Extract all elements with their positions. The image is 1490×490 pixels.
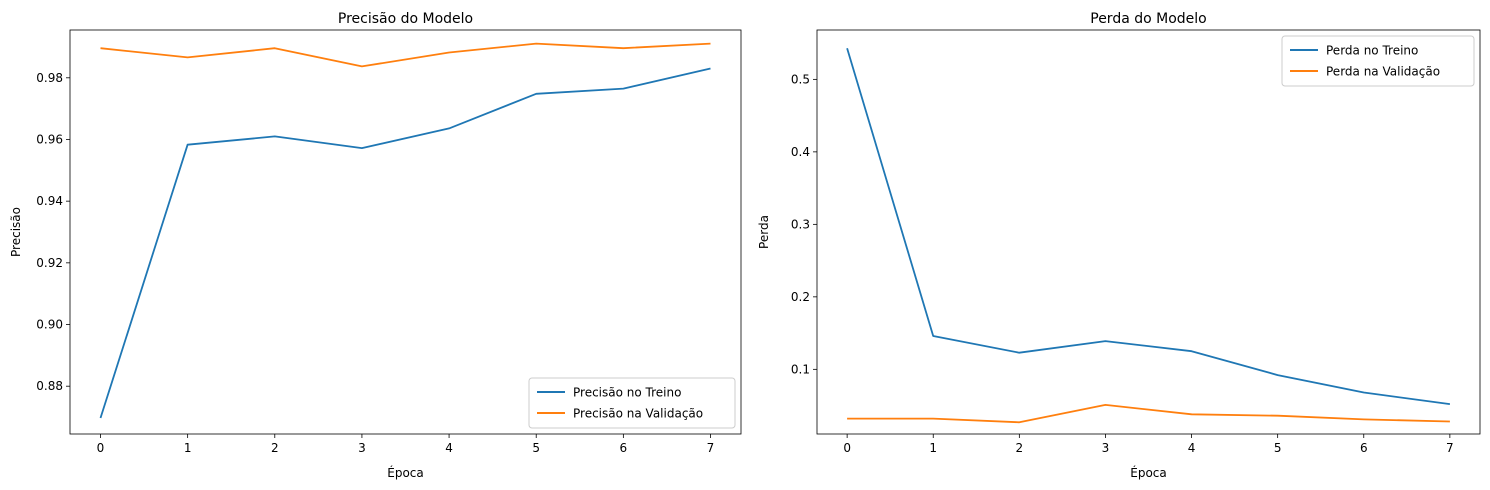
chart-title: Precisão do Modelo <box>338 11 473 27</box>
y-tick-label: 0.98 <box>36 71 63 85</box>
y-tick-label: 0.88 <box>36 379 63 393</box>
y-tick-label: 0.4 <box>791 145 810 159</box>
x-tick-label: 1 <box>184 441 192 455</box>
y-tick-label: 0.90 <box>36 318 63 332</box>
chart-1: Precisão do Modelo 0 1 2 3 4 5 6 7 0.88 0.90 0.92 0.… <box>9 11 742 480</box>
x-tick-label: 1 <box>929 441 937 455</box>
y-tick-label: 0.2 <box>791 290 810 304</box>
legend: Perda no Treino Perda na Validação <box>1281 35 1475 87</box>
x-tick-label: 5 <box>532 441 540 455</box>
x-tick-label: 0 <box>843 441 851 455</box>
x-tick-label: 5 <box>1274 441 1282 455</box>
x-tick-label: 0 <box>97 441 105 455</box>
legend-label: Precisão no Treino <box>573 386 681 400</box>
series-line-2 <box>847 403 1450 424</box>
x-tick-label: 2 <box>1016 441 1024 455</box>
x-tick-label: 7 <box>707 441 715 455</box>
legend-label: Precisão na Validação <box>573 407 703 421</box>
x-tick-label: 6 <box>620 441 628 455</box>
legend-label: Perda no Treino <box>1326 44 1418 58</box>
y-tick-label: 0.3 <box>791 217 810 231</box>
y-tick-label: 0.1 <box>791 362 810 376</box>
plot-frame <box>816 29 1481 435</box>
legend-box <box>528 377 736 429</box>
series-line-1 <box>846 47 1451 405</box>
x-tick-label: 6 <box>1360 441 1368 455</box>
legend: Precisão no Treino Precisão na Validação <box>528 377 736 429</box>
x-axis-label: Época <box>1130 465 1167 480</box>
series-line-1 <box>99 67 711 419</box>
legend-box <box>1281 35 1475 87</box>
chart-2: Perda do Modelo 0 1 2 3 4 5 6 7 0.1 0.2 0.3 0.4 0.5 Ép… <box>757 11 1481 480</box>
x-tick-label: 2 <box>271 441 279 455</box>
x-tick-label: 7 <box>1446 441 1454 455</box>
y-tick-label: 0.96 <box>36 132 63 146</box>
x-tick-label: 4 <box>445 441 453 455</box>
x-tick-label: 3 <box>1102 441 1110 455</box>
plot-frame <box>69 29 742 435</box>
y-axis-label: Precisão <box>9 207 23 257</box>
y-tick-label: 0.94 <box>36 194 63 208</box>
x-axis-label: Época <box>387 465 424 480</box>
x-tick-label: 3 <box>358 441 366 455</box>
y-tick-label: 0.92 <box>36 256 63 270</box>
series-line-2 <box>100 42 711 68</box>
chart-title: Perda do Modelo <box>1090 11 1206 27</box>
x-tick-label: 4 <box>1188 441 1196 455</box>
legend-label: Perda na Validação <box>1326 65 1440 79</box>
y-tick-label: 0.5 <box>791 72 810 86</box>
y-axis-label: Perda <box>757 215 771 249</box>
